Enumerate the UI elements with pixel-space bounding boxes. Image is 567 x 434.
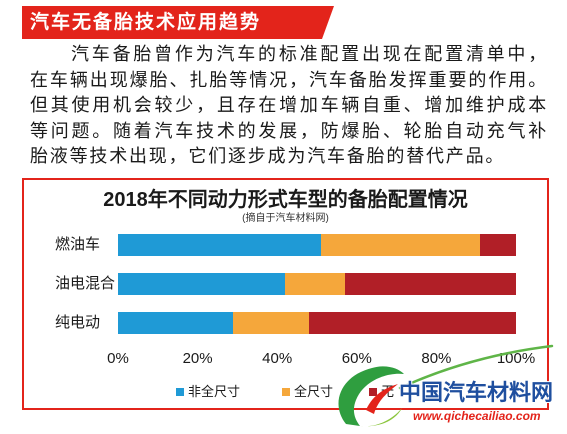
- x-tick-label: 20%: [182, 350, 213, 367]
- x-tick-label: 0%: [107, 350, 129, 367]
- legend-marker-none: [369, 388, 377, 396]
- article-paragraph: 汽车备胎曾作为汽车的标准配置出现在配置清单中， 在车辆出现爆胎、扎胎等情况，汽车…: [30, 42, 548, 170]
- legend-marker-full-size: [282, 388, 290, 396]
- paragraph-line: 汽车备胎曾作为汽车的标准配置出现在配置清单中，: [71, 44, 548, 64]
- legend-label-non-full-size: 非全尺寸: [188, 384, 241, 399]
- bar-segment-3-2: [233, 311, 309, 334]
- bar-segment-2-3: [345, 273, 516, 295]
- bar-segment-3-1: [118, 311, 233, 334]
- legend-item-non-full-size: 非全尺寸: [176, 384, 240, 400]
- x-tick-label: 40%: [262, 350, 293, 367]
- chart-source-note: (摘自于汽车材料网): [242, 213, 329, 224]
- category-label-electric: 纯电动: [55, 314, 101, 331]
- paragraph-line: 等问题。随着汽车技术的发展，防爆胎、轮胎自动充气补: [30, 120, 548, 141]
- legend-item-full-size: 全尺寸: [282, 384, 333, 400]
- paragraph-line: 但其使用机会较少，且存在增加车辆自重、增加维护成本: [30, 95, 548, 115]
- chart-frame: [22, 178, 549, 410]
- watermark-site-url: www.qichecailiao.com: [413, 409, 541, 423]
- chart-title: 2018年不同动力形式车型的备胎配置情况: [103, 189, 468, 211]
- paragraph-line: 胎液等技术出现，它们逐步成为汽车备胎的替代产品。: [30, 146, 506, 166]
- category-label-fuel: 燃油车: [55, 236, 101, 253]
- bar-segment-1-2: [321, 234, 480, 257]
- bar-segment-1-1: [118, 234, 321, 257]
- watermark-site-name: 中国汽车材料网: [399, 380, 554, 405]
- bar-segment-2-2: [285, 273, 345, 295]
- section-header: 汽车无备胎技术应用趋势: [22, 6, 334, 39]
- bar-segment-2-1: [118, 273, 285, 295]
- legend-marker-non-full-size: [176, 388, 184, 396]
- section-title: 汽车无备胎技术应用趋势: [30, 12, 262, 33]
- x-tick-label: 60%: [341, 350, 372, 367]
- plot-area: [118, 226, 516, 342]
- bar-segment-3-3: [309, 311, 516, 334]
- watermark-logo-icon: [338, 344, 554, 427]
- bar-segment-1-3: [480, 234, 516, 257]
- category-label-hybrid: 油电混合: [55, 275, 116, 292]
- x-tick-label: 80%: [421, 350, 452, 367]
- legend-label-full-size: 全尺寸: [294, 384, 334, 399]
- paragraph-line: 在车辆出现爆胎、扎胎等情况，汽车备胎发挥重要的作用。: [30, 69, 548, 90]
